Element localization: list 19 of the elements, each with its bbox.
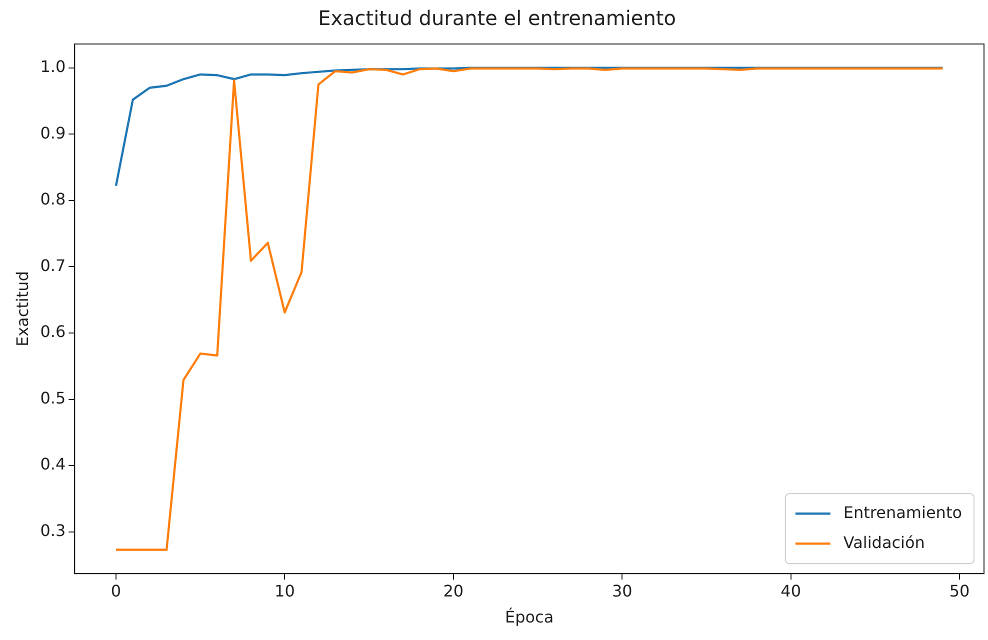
chart-title: Exactitud durante el entrenamiento xyxy=(318,6,676,30)
y-tick-label: 1.0 xyxy=(40,57,66,76)
y-tick-label: 0.4 xyxy=(40,454,66,474)
legend-label: Entrenamiento xyxy=(843,502,962,522)
y-tick-label: 0.7 xyxy=(40,256,66,275)
y-tick-label: 0.5 xyxy=(40,388,66,408)
x-tick-label: 40 xyxy=(780,581,802,600)
y-tick-label: 0.3 xyxy=(40,521,66,540)
x-axis-title: Época xyxy=(504,608,554,627)
y-tick-label: 0.8 xyxy=(40,190,66,209)
x-tick-label: 10 xyxy=(274,581,295,600)
y-tick-label: 0.9 xyxy=(40,123,66,142)
x-tick-label: 0 xyxy=(110,581,122,600)
x-tick-label: 50 xyxy=(949,581,970,600)
x-tick-label: 20 xyxy=(443,581,464,600)
y-axis-title: Exactitud xyxy=(12,271,32,347)
x-tick-label: 30 xyxy=(612,581,632,600)
legend-label: Validación xyxy=(843,532,925,552)
y-tick-label: 0.6 xyxy=(40,322,66,342)
